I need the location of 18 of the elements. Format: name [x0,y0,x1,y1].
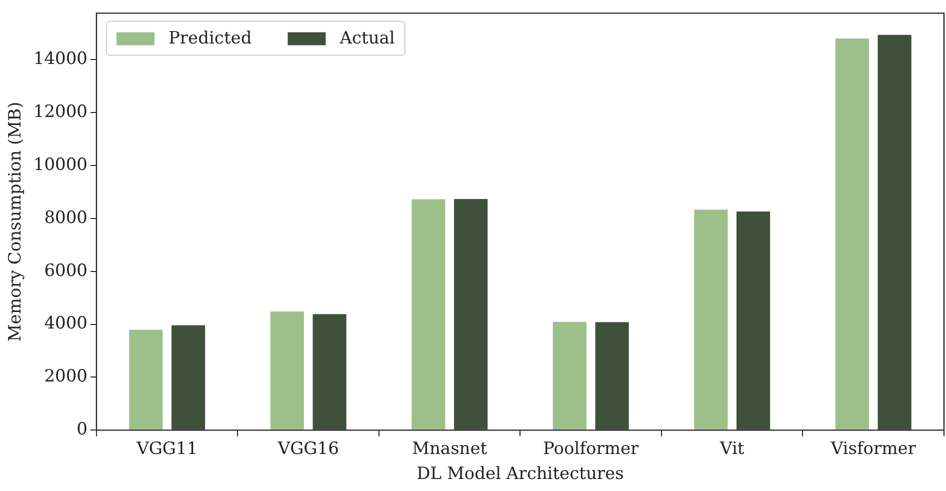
x-tick-label: Vit [718,438,744,459]
x-tick-label: Mnasnet [412,438,488,459]
x-tick-label: VGG16 [276,438,339,459]
legend-label: Predicted [168,28,252,49]
y-tick-label: 14000 [33,48,88,69]
x-tick-label: Visformer [830,438,917,459]
legend-label: Actual [338,28,395,49]
y-tick-label: 10000 [33,154,88,175]
x-tick-label: VGG11 [136,438,198,459]
x-axis-title: DL Model Architectures [416,464,624,484]
y-tick-label: 2000 [44,366,88,387]
y-tick-label: 6000 [44,260,88,281]
y-tick-label: 8000 [44,208,88,228]
y-axis-title: Memory Consumption (MB) [6,102,26,342]
y-tick-label: 12000 [33,102,88,122]
x-tick-label: Poolformer [543,438,640,459]
y-tick-label: 0 [76,420,88,440]
y-tick-label: 4000 [44,314,88,334]
